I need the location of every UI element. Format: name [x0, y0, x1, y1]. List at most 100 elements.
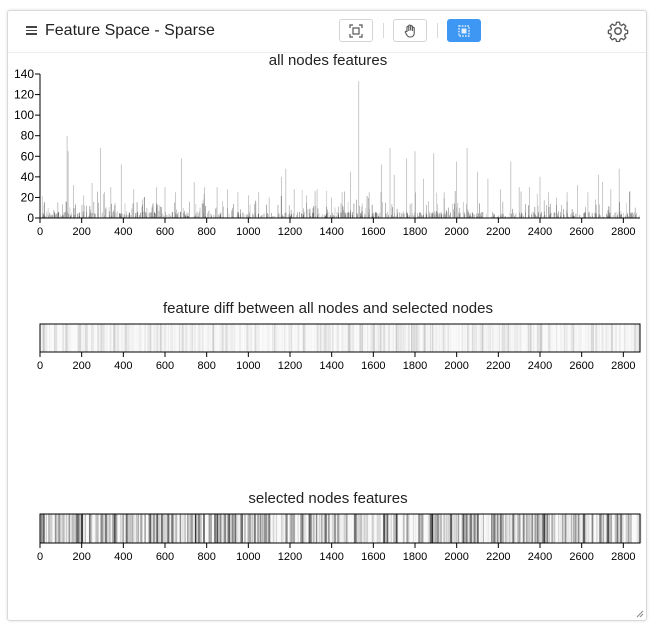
feature-diff-feature-cell — [540, 324, 542, 352]
selected-nodes-feature-cell — [610, 514, 613, 543]
feature-diff-feature-cell — [592, 324, 594, 352]
selected-nodes-feature-cell — [546, 514, 548, 543]
selected-nodes-feature-cell — [466, 514, 470, 543]
selected-nodes-feature-cell — [564, 514, 566, 543]
selected-nodes-feature-cell — [166, 514, 168, 543]
selected-nodes-feature-cell — [233, 514, 234, 543]
all-nodes-y-tick-label: 20 — [21, 190, 35, 204]
selected-nodes-feature-cell — [175, 514, 178, 543]
selected-nodes-feature-cell — [399, 514, 400, 543]
selected-nodes-feature-cell — [450, 514, 453, 543]
feature-diff-feature-cell — [207, 324, 209, 352]
selected-nodes-feature-cell — [533, 514, 535, 543]
selected-nodes-feature-cell — [465, 514, 468, 543]
selected-nodes-feature-cell — [531, 514, 533, 543]
selected-nodes-feature-cell — [100, 514, 103, 543]
selected-nodes-feature-cell — [551, 514, 553, 543]
chart-title-all-nodes: all nodes features — [268, 52, 388, 69]
selected-nodes-feature-cell — [522, 514, 524, 543]
feature-diff-feature-cell — [90, 324, 91, 352]
selected-nodes-feature-cell — [558, 514, 560, 543]
feature-diff-feature-cell — [399, 324, 402, 352]
selected-nodes-feature-cell — [131, 514, 134, 543]
selected-nodes-feature-cell — [556, 514, 557, 543]
feature-diff-feature-cell — [450, 324, 451, 352]
box-select-button[interactable] — [447, 19, 481, 42]
feature-diff-feature-cell — [322, 324, 324, 352]
feature-diff-feature-cell — [320, 324, 322, 352]
selected-nodes-feature-cell — [120, 514, 123, 543]
selected-nodes-feature-cell — [293, 514, 295, 543]
selected-nodes-feature-cell — [379, 514, 381, 543]
selected-nodes-feature-cell — [259, 514, 262, 543]
selected-nodes-feature-cell — [430, 514, 432, 543]
resize-handle-icon[interactable] — [636, 610, 644, 618]
feature-diff-feature-cell — [414, 324, 417, 352]
feature-diff-feature-cell — [217, 324, 219, 352]
feature-diff-feature-cell — [132, 324, 134, 352]
feature-diff-feature-cell — [226, 324, 229, 352]
selected-nodes-feature-cell — [469, 514, 470, 543]
feature-diff-feature-cell — [258, 324, 260, 352]
all-nodes-x-tick-label: 1600 — [361, 226, 385, 238]
feature-diff-feature-cell — [167, 324, 169, 352]
feature-diff-feature-cell — [257, 324, 258, 352]
feature-diff-feature-cell — [361, 324, 363, 352]
feature-diff-feature-cell — [99, 324, 102, 352]
feature-diff-feature-cell — [181, 324, 182, 352]
feature-diff-feature-cell — [49, 324, 51, 352]
pan-button[interactable] — [393, 19, 427, 42]
selected-nodes-feature-cell — [258, 514, 260, 543]
selected-nodes-feature-cell — [198, 514, 200, 543]
feature-diff-feature-cell — [409, 324, 410, 352]
feature-diff-feature-cell — [309, 324, 311, 352]
selected-nodes-feature-cell — [176, 514, 178, 543]
selected-nodes-feature-cell — [394, 514, 397, 543]
feature-diff-feature-cell — [79, 324, 82, 352]
selected-nodes-feature-cell — [579, 514, 581, 543]
selected-nodes-feature-cell — [40, 514, 43, 543]
selected-nodes-feature-cell — [496, 514, 498, 543]
selected-nodes-feature-cell — [453, 514, 456, 543]
feature-diff-feature-cell — [480, 324, 482, 352]
feature-diff-feature-cell — [348, 324, 352, 352]
selected-nodes-feature-cell — [313, 514, 316, 543]
selected-nodes-feature-cell — [216, 514, 218, 543]
selected-nodes-feature-cell — [112, 514, 115, 543]
selected-nodes-feature-cell — [167, 514, 170, 543]
feature-diff-feature-cell — [171, 324, 173, 352]
selected-nodes-feature-cell — [457, 514, 459, 543]
feature-diff-feature-cell — [432, 324, 434, 352]
selected-nodes-feature-cell — [290, 514, 293, 543]
selected-nodes-feature-cell — [148, 514, 150, 543]
selected-nodes-feature-cell — [585, 514, 587, 543]
selected-nodes-feature-cell — [450, 514, 451, 543]
feature-diff-feature-cell — [70, 324, 71, 352]
selected-nodes-feature-cell — [219, 514, 222, 543]
feature-diff-feature-cell — [297, 324, 298, 352]
feature-diff-feature-cell — [471, 324, 474, 352]
selected-nodes-feature-cell — [562, 514, 563, 543]
selected-nodes-feature-cell — [418, 514, 420, 543]
selected-nodes-feature-cell — [125, 514, 128, 543]
feature-diff-feature-cell — [383, 324, 386, 352]
feature-diff-feature-cell — [289, 324, 290, 352]
menu-icon[interactable] — [26, 26, 37, 35]
selected-nodes-feature-cell — [450, 514, 452, 543]
selected-nodes-feature-cell — [59, 514, 62, 543]
fit-view-button[interactable] — [339, 19, 373, 42]
feature-diff-feature-cell — [234, 324, 235, 352]
selected-nodes-feature-cell — [378, 514, 381, 543]
feature-diff-feature-cell — [368, 324, 369, 352]
selected-nodes-feature-cell — [214, 514, 215, 543]
gear-icon[interactable] — [607, 20, 629, 42]
selected-nodes-feature-cell — [358, 514, 360, 543]
selected-nodes-feature-cell — [605, 514, 607, 543]
feature-diff-feature-cell — [464, 324, 466, 352]
selected-nodes-feature-cell — [263, 514, 266, 543]
selected-nodes-feature-cell — [144, 514, 145, 543]
feature-diff-feature-cell — [126, 324, 128, 352]
selected-nodes-feature-cell — [571, 514, 572, 543]
selected-nodes-feature-cell — [251, 514, 253, 543]
